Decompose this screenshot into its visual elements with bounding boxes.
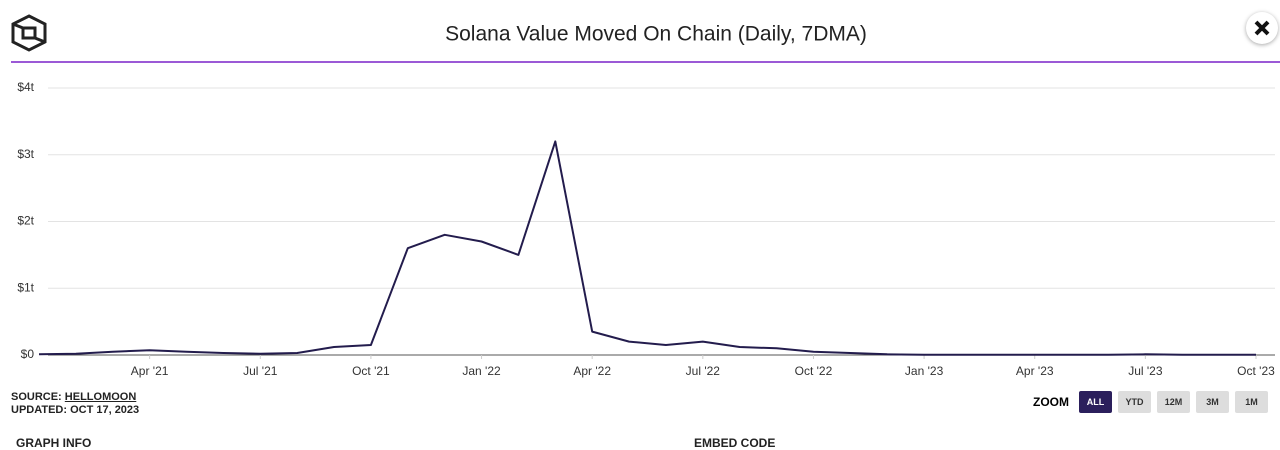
line [38, 140, 1256, 356]
chart: Solana Value Moved On Chain (Daily, 7DMA… [11, 14, 1280, 378]
close-button[interactable] [1246, 12, 1278, 44]
x-tick-label: Jan '23 [905, 364, 944, 378]
close-icon [1254, 20, 1270, 36]
zoom-button[interactable]: 12M [1157, 391, 1190, 413]
zoom-controls: ZOOM ALL YTD 12M 3M 1M [1033, 391, 1268, 413]
x-tick-label: Oct '21 [352, 364, 390, 378]
tab[interactable]: GRAPH INFO [16, 436, 92, 450]
y-tick-label: $2t [17, 214, 34, 228]
zoom-label: ZOOM [1033, 395, 1069, 409]
x-tick-label: Jul '22 [686, 364, 721, 378]
y-tick-label: $4t [17, 80, 34, 94]
y-tick-label: $1t [17, 280, 34, 294]
x-tick-label: Oct '23 [1237, 364, 1275, 378]
source-label: SOURCE: [11, 391, 62, 403]
y-tick-label: $0 [21, 347, 35, 361]
x-tick-label: Apr '23 [1016, 364, 1054, 378]
x-tick-label: Jul '21 [243, 364, 278, 378]
logo [11, 14, 47, 52]
zoom-button[interactable]: 1M [1235, 391, 1268, 413]
x-tick-label: Jul '23 [1128, 364, 1163, 378]
x-tick-label: Jan '22 [462, 364, 501, 378]
zoom-button[interactable]: YTD [1118, 391, 1151, 413]
chart-title: Solana Value Moved On Chain (Daily, 7DMA… [445, 23, 867, 46]
source-info: SOURCE: HELLOMOON UPDATED: OCT 17, 2023 [11, 391, 139, 417]
zoom-button[interactable]: ALL [1079, 391, 1112, 413]
y-tick-label: $3t [17, 147, 34, 161]
x-tick-label: Oct '22 [795, 364, 833, 378]
x-tick-label: Apr '22 [573, 364, 611, 378]
source-link[interactable]: HELLOMOON [64, 391, 137, 403]
zoom-button[interactable]: 3M [1196, 391, 1229, 413]
tab[interactable]: EMBED CODE [694, 436, 776, 450]
x-tick-label: Apr '21 [131, 364, 169, 378]
updated: UPDATED: OCT 17, 2023 [11, 404, 140, 416]
